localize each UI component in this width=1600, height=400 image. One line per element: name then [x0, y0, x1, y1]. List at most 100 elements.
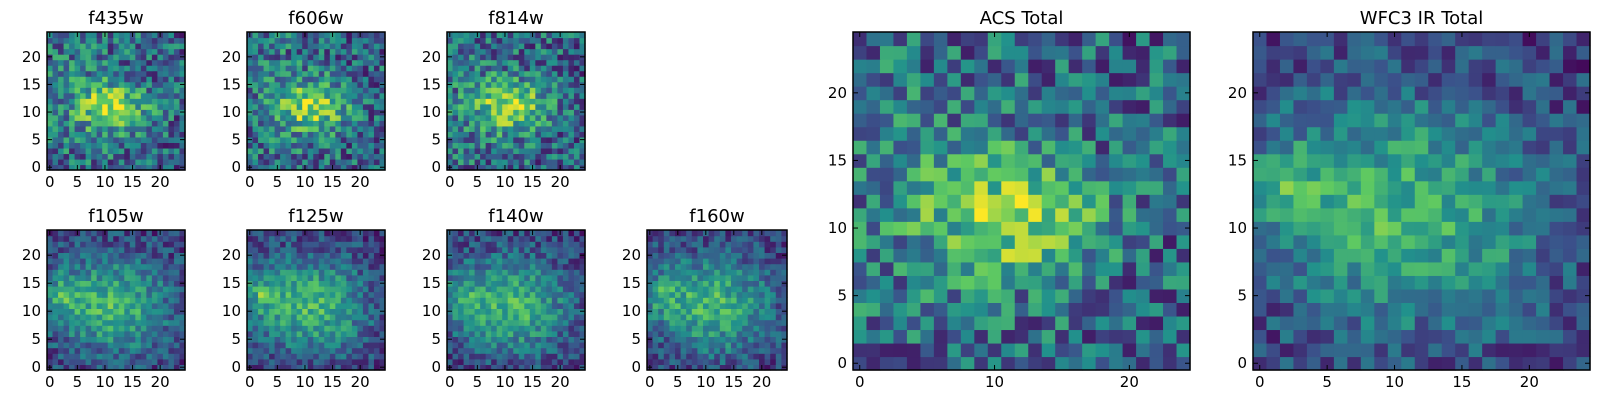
heatmap-cell [524, 76, 531, 83]
heatmap-cell [269, 235, 276, 242]
heatmap-cell [274, 65, 281, 72]
heatmap-cell [335, 319, 342, 326]
heatmap-cell [502, 353, 509, 360]
heatmap-cell [162, 302, 170, 309]
heatmap-cell [753, 241, 760, 248]
heatmap-cell [296, 142, 303, 149]
heatmap-cell [357, 342, 364, 349]
heatmap-cell [329, 120, 336, 127]
heatmap-cell [480, 314, 487, 321]
heatmap-cell [691, 269, 698, 276]
heatmap-cell [335, 43, 342, 50]
heatmap-cell [69, 136, 76, 143]
heatmap-cell [129, 280, 136, 287]
heatmap-cell [324, 120, 331, 127]
heatmap-cell [736, 252, 743, 259]
heatmap-cell [647, 269, 654, 276]
heatmap-cell [335, 297, 342, 304]
heatmap-cell [91, 103, 98, 110]
heatmap-cell [485, 342, 492, 349]
heatmap-cell [1149, 275, 1164, 290]
heatmap-cell [135, 263, 142, 270]
heatmap-cell [173, 230, 181, 237]
heatmap-cell [357, 43, 364, 50]
heatmap-cell [714, 246, 721, 253]
heatmap-cell [129, 54, 136, 61]
heatmap-cell [285, 308, 292, 315]
heatmap-cell [362, 246, 370, 253]
heatmap-cell [546, 43, 553, 50]
heatmap-cell [357, 125, 364, 132]
heatmap-cell [340, 158, 347, 166]
heatmap-cell [313, 308, 320, 315]
heatmap-cell [151, 280, 158, 287]
heatmap-cell [307, 353, 314, 360]
heatmap-cell [102, 87, 109, 94]
heatmap-cell [107, 302, 114, 309]
heatmap-cell [274, 280, 281, 287]
heatmap-cell [47, 325, 54, 332]
heatmap-cell [318, 314, 325, 321]
heatmap-cell [866, 261, 881, 276]
heatmap-cell [652, 291, 659, 298]
heatmap-cell [518, 125, 525, 132]
y-tick-label: 10 [222, 103, 241, 121]
heatmap-cell [118, 325, 125, 332]
heatmap-cell [302, 158, 309, 166]
heatmap-cell [258, 37, 265, 44]
heatmap-cell [368, 330, 375, 337]
heatmap-cell [469, 263, 476, 270]
heatmap-cell [335, 336, 342, 343]
heatmap-cell [759, 263, 766, 270]
heatmap-cell [362, 263, 370, 270]
heatmap-cell [562, 125, 570, 132]
heatmap-cell [708, 241, 715, 248]
heatmap-cell [258, 48, 265, 55]
heatmap-cell [518, 319, 525, 326]
heatmap-cell [496, 252, 503, 259]
heatmap-cell [313, 54, 320, 61]
heatmap-cell [329, 252, 336, 259]
heatmap-cell [58, 147, 65, 155]
heatmap-cell [118, 308, 125, 315]
heatmap-cell [1136, 342, 1151, 358]
heatmap-cell [291, 70, 298, 77]
heatmap-cell [168, 269, 175, 276]
heatmap-cell [113, 76, 120, 83]
heatmap-cell [573, 76, 581, 83]
heatmap-cell [157, 358, 164, 365]
heatmap-cell [573, 37, 581, 44]
heatmap-cell [529, 358, 536, 365]
heatmap-cell [318, 308, 325, 315]
heatmap-cell [118, 114, 125, 121]
heatmap-cell [562, 274, 570, 281]
heatmap-cell [853, 221, 868, 236]
heatmap-cell [496, 70, 503, 77]
heatmap-cell [252, 314, 259, 321]
heatmap-cell [1176, 261, 1191, 276]
heatmap-cell [91, 241, 98, 248]
heatmap-cell [573, 252, 581, 259]
heatmap-cell [579, 32, 586, 39]
heatmap-cell [568, 235, 575, 242]
heatmap-cell [368, 120, 375, 127]
heatmap-cell [535, 269, 542, 276]
heatmap-cell [162, 336, 170, 343]
heatmap-cell [714, 319, 721, 326]
heatmap-cell [118, 241, 125, 248]
heatmap-cell [135, 308, 142, 315]
heatmap-cell [1082, 342, 1097, 358]
heatmap-cell [85, 330, 92, 337]
heatmap-cell [573, 286, 581, 293]
heatmap-cell [719, 252, 726, 259]
heatmap-cell [557, 114, 564, 121]
heatmap-cell [335, 92, 342, 99]
heatmap-cell [162, 70, 170, 77]
heatmap-cell [1176, 288, 1191, 303]
heatmap-cell [324, 325, 331, 332]
heatmap-cell [291, 230, 298, 237]
heatmap-cell [906, 302, 921, 317]
heatmap-cell [113, 114, 120, 121]
heatmap-cell [658, 235, 665, 242]
heatmap-cell [179, 103, 186, 110]
